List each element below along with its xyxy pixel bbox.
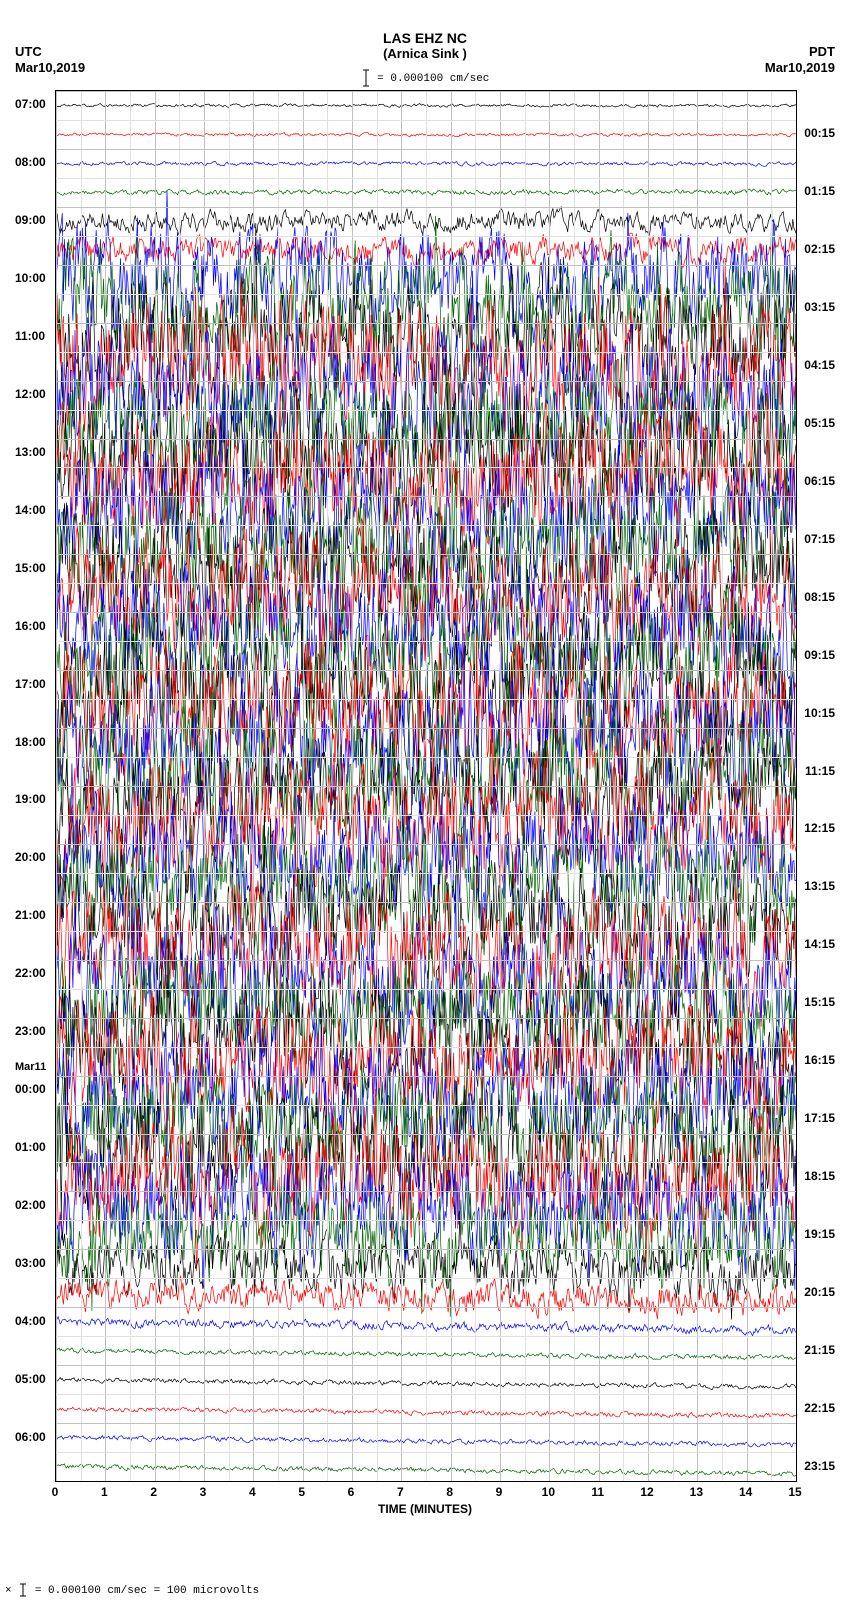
y-label-left: 14:00 [15,503,55,517]
x-tick-label: 6 [348,1485,355,1499]
date-right: Mar10,2019 [765,60,835,75]
day-break-label: Mar11 [15,1061,46,1073]
y-label-right: 14:15 [795,937,835,951]
y-label-left: 17:00 [15,677,55,691]
scale-legend: = 0.000100 cm/sec [0,68,850,88]
y-label-right: 03:15 [795,300,835,314]
y-label-left: 10:00 [15,271,55,285]
scale-bar-icon [361,68,371,88]
y-label-right: 00:15 [795,126,835,140]
y-label-right: 17:15 [795,1111,835,1125]
y-label-right: 13:15 [795,879,835,893]
x-tick-label: 8 [446,1485,453,1499]
y-label-right: 09:15 [795,648,835,662]
y-label-left: 09:00 [15,213,55,227]
seismogram-plot [55,90,797,1482]
x-tick-label: 1 [101,1485,108,1499]
x-axis-title: TIME (MINUTES) [55,1502,795,1516]
scale-bar-icon-footer [18,1582,28,1598]
seismogram-container: LAS EHZ NC (Arnica Sink ) = 0.000100 cm/… [0,0,850,1613]
y-label-right: 10:15 [795,706,835,720]
y-label-left: 12:00 [15,387,55,401]
date-left: Mar10,2019 [15,60,85,75]
y-label-left: 19:00 [15,792,55,806]
y-label-left: 11:00 [15,329,55,343]
x-tick-label: 0 [52,1485,59,1499]
station-code: LAS EHZ NC [0,30,850,46]
y-label-right: 06:15 [795,474,835,488]
x-tick-label: 7 [397,1485,404,1499]
y-label-right: 07:15 [795,532,835,546]
x-tick-label: 13 [690,1485,703,1499]
y-label-right: 01:15 [795,184,835,198]
y-label-right: 08:15 [795,590,835,604]
x-tick-label: 15 [788,1485,801,1499]
x-tick-label: 3 [200,1485,207,1499]
y-label-right: 21:15 [795,1343,835,1357]
timezone-left: UTC [15,44,42,59]
y-label-left: 07:00 [15,97,55,111]
x-tick-label: 9 [496,1485,503,1499]
header-block: LAS EHZ NC (Arnica Sink ) [0,30,850,61]
scale-text: = 0.000100 cm/sec [371,73,490,85]
footer-calibration: × = 0.000100 cm/sec = 100 microvolts [5,1582,259,1598]
x-tick-label: 12 [640,1485,653,1499]
y-label-left: 16:00 [15,619,55,633]
y-label-left: 04:00 [15,1314,55,1328]
x-tick-label: 5 [298,1485,305,1499]
y-label-right: 22:15 [795,1401,835,1415]
y-label-left: 23:00 [15,1024,55,1038]
x-tick-label: 11 [591,1485,604,1499]
x-tick-label: 4 [249,1485,256,1499]
x-tick-label: 14 [739,1485,752,1499]
y-label-left: 05:00 [15,1372,55,1386]
y-label-right: 11:15 [795,764,835,778]
y-label-left: 01:00 [15,1140,55,1154]
x-tick-label: 2 [150,1485,157,1499]
y-label-right: 12:15 [795,821,835,835]
y-label-left: 08:00 [15,155,55,169]
y-label-right: 16:15 [795,1053,835,1067]
y-label-right: 18:15 [795,1169,835,1183]
y-label-left: 15:00 [15,561,55,575]
y-label-left: 21:00 [15,908,55,922]
y-label-right: 19:15 [795,1227,835,1241]
y-label-left: 13:00 [15,445,55,459]
footer-prefix: × [5,1585,12,1597]
y-label-left: 22:00 [15,966,55,980]
y-label-left: 18:00 [15,735,55,749]
y-label-left: 02:00 [15,1198,55,1212]
footer-text: = 0.000100 cm/sec = 100 microvolts [28,1585,259,1597]
y-label-right: 04:15 [795,358,835,372]
y-label-right: 05:15 [795,416,835,430]
y-label-left: 03:00 [15,1256,55,1270]
y-label-left: 00:00 [15,1082,55,1096]
y-label-right: 15:15 [795,995,835,1009]
y-label-right: 02:15 [795,242,835,256]
y-label-right: 23:15 [795,1459,835,1473]
station-location: (Arnica Sink ) [0,46,850,61]
y-label-left: 20:00 [15,850,55,864]
x-tick-label: 10 [542,1485,555,1499]
timezone-right: PDT [809,44,835,59]
y-label-left: 06:00 [15,1430,55,1444]
y-label-right: 20:15 [795,1285,835,1299]
